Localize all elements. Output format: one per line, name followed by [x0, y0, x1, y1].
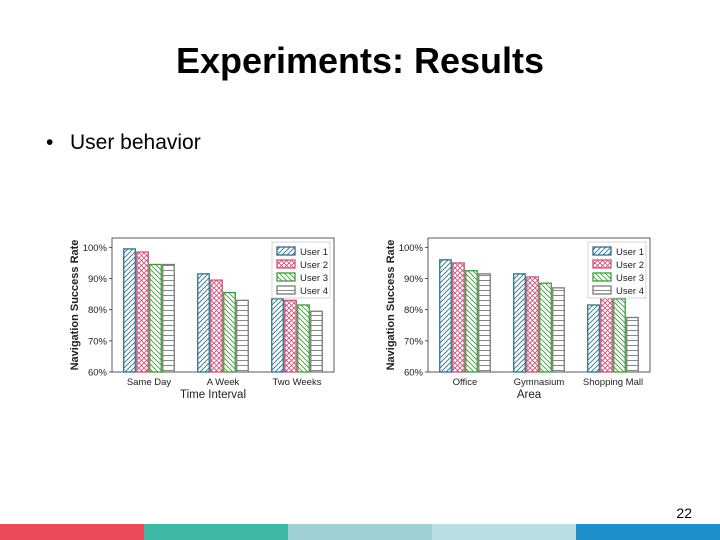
legend-label: User 4 — [616, 286, 644, 297]
legend-swatch — [592, 246, 612, 256]
chart-svg: 60% 70% 80% 90% 100%Navigation Success Rate O… — [385, 237, 651, 401]
footer-segment — [432, 524, 576, 540]
bar — [552, 287, 565, 373]
bar — [465, 270, 478, 373]
slide-title: Experiments: Results — [175, 40, 545, 81]
legend-swatch — [276, 246, 296, 256]
footer-segment — [144, 524, 288, 540]
y-tick-label: 80% — [88, 305, 108, 316]
bar — [284, 299, 297, 373]
bar — [613, 298, 626, 373]
footer-segment — [0, 524, 144, 540]
legend-label: User 3 — [300, 273, 328, 284]
legend-swatch — [592, 285, 612, 295]
y-tick-label: 70% — [88, 336, 108, 347]
x-axis-label: Area — [517, 389, 542, 401]
legend-swatch — [276, 285, 296, 295]
x-tick-label: Gymnasium — [514, 377, 565, 388]
bar — [526, 276, 539, 373]
bar — [587, 304, 600, 373]
bar — [149, 263, 162, 373]
x-tick-label: Two Weeks — [273, 377, 322, 388]
bar — [123, 248, 136, 373]
legend-label: User 2 — [300, 260, 328, 271]
y-tick-label: 100% — [399, 243, 424, 254]
bar — [626, 316, 639, 373]
legend-swatch — [592, 272, 612, 282]
bar — [136, 251, 149, 373]
legend-swatch — [592, 259, 612, 269]
y-tick-label: 60% — [404, 368, 424, 379]
legend-label: User 4 — [300, 286, 328, 297]
x-tick-label: Shopping Mall — [583, 377, 643, 388]
bar — [310, 310, 323, 373]
bar — [539, 282, 552, 373]
bar — [439, 259, 452, 373]
y-tick-label: 100% — [83, 243, 108, 254]
y-tick-label: 90% — [404, 274, 424, 285]
x-tick-label: Office — [453, 377, 478, 388]
legend-label: User 2 — [616, 260, 644, 271]
legend: User 1 User 2 User 3 User 4 — [271, 241, 331, 299]
legend-label: User 3 — [616, 273, 644, 284]
y-axis-label: Navigation Success Rate — [385, 240, 397, 371]
bullet-dot-icon: • — [46, 131, 54, 154]
chart-time-interval: 60% 70% 80% 90% 100% Navigation Success Rate S… — [64, 228, 339, 413]
y-tick-label: 90% — [88, 274, 108, 285]
x-axis-label: Time Interval — [180, 389, 246, 401]
bar — [600, 296, 613, 373]
legend-swatch — [276, 272, 296, 282]
legend: User 1 User 2 User 3 User 4 — [587, 241, 647, 299]
footer-color-bar — [0, 524, 720, 540]
x-tick-label: Same Day — [127, 377, 172, 388]
legend-swatch — [276, 259, 296, 269]
chart-svg: 60% 70% 80% 90% 100%Navigation Success Rate S… — [69, 237, 335, 401]
page-number: 22 — [676, 505, 692, 521]
bar — [197, 273, 210, 373]
bar — [297, 304, 310, 373]
bar — [513, 273, 526, 373]
bar — [452, 262, 465, 373]
bar — [162, 263, 175, 373]
legend-label: User 1 — [616, 247, 644, 258]
y-tick-label: 80% — [404, 305, 424, 316]
bullet-text: User behavior — [70, 131, 201, 154]
bar — [478, 273, 491, 373]
y-tick-label: 70% — [404, 336, 424, 347]
y-tick-label: 60% — [88, 368, 108, 379]
bar — [210, 279, 223, 373]
legend-label: User 1 — [300, 247, 328, 258]
x-tick-label: A Week — [207, 377, 240, 388]
footer-segment — [288, 524, 432, 540]
footer-segment — [576, 524, 720, 540]
bar — [223, 291, 236, 373]
y-axis-label: Navigation Success Rate — [69, 240, 81, 371]
bullet-item: • User behavior — [46, 131, 201, 155]
chart-area: 60% 70% 80% 90% 100% Navigation Success Rate O… — [380, 228, 655, 413]
bar — [271, 298, 284, 373]
bar — [236, 299, 249, 373]
